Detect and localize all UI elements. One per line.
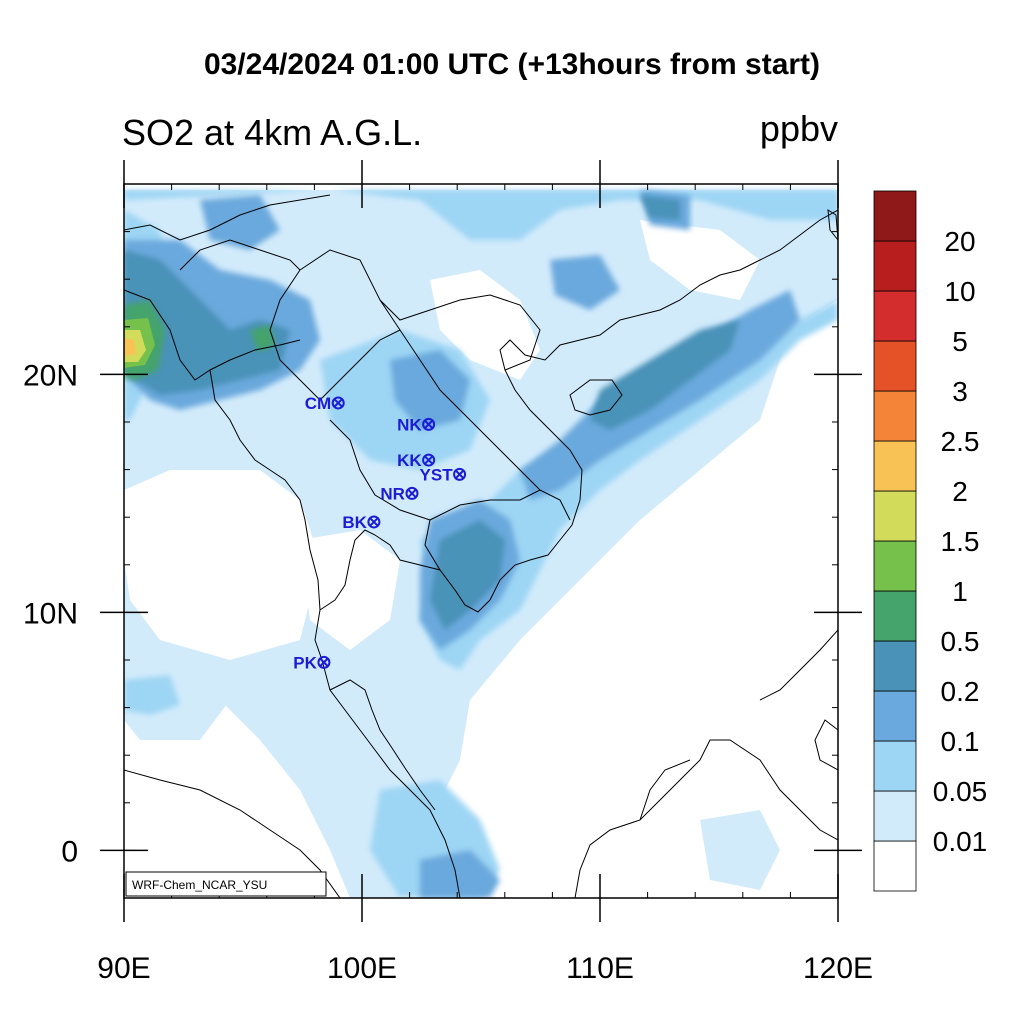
y-tick-label: 0: [61, 835, 78, 868]
colorbar-swatch: [873, 190, 917, 242]
station-marker-icon: [453, 467, 467, 481]
colorbar-label: 0.1: [941, 726, 980, 757]
colorbar-swatch: [873, 490, 917, 542]
colorbar-label: 2.5: [941, 426, 980, 457]
coastlines-and-borders: [124, 194, 838, 898]
colorbar-label: 0.2: [941, 676, 980, 707]
station-marker-icon: [405, 486, 419, 500]
station-marker-cross: [369, 517, 379, 527]
station-label: BK: [342, 513, 367, 532]
colorbar-label: 5: [952, 326, 968, 357]
colorbar-swatch: [873, 690, 917, 742]
station-nr: NR: [380, 484, 419, 503]
station-label: KK: [397, 451, 422, 470]
x-tick-label: 120E: [803, 952, 873, 985]
map-title: 03/24/2024 01:00 UTC (+13hours from star…: [203, 48, 821, 81]
station-kk: KK: [397, 451, 436, 470]
colorbar-swatch: [873, 240, 917, 292]
colorbar-label: 1: [952, 576, 968, 607]
colorbar-swatch: [873, 290, 917, 342]
colorbar-label: 2: [952, 476, 968, 507]
colorbar-swatch: [873, 740, 917, 792]
model-credit-text: WRF-Chem_NCAR_YSU: [132, 878, 267, 892]
station-marker-cross: [407, 488, 417, 499]
colorbar: 0.01 0.05 0.1 0.2 0.5 1 1.5 2 2.5 3 5 10 20: [873, 190, 988, 892]
units-label: ppbv: [759, 108, 838, 149]
so2-concentration-field: [124, 184, 838, 898]
station-marker-icon: [422, 417, 436, 431]
station-marker-icon: [422, 453, 436, 467]
station-cm: CM: [305, 394, 345, 413]
colorbar-label: 0.05: [933, 776, 988, 807]
map-frame: 90E 100E 110E 120E 0 10N 20N: [23, 160, 873, 985]
station-label: NR: [380, 484, 405, 503]
colorbar-swatch: [873, 340, 917, 392]
y-tick-label: 10N: [23, 597, 78, 630]
model-credit: WRF-Chem_NCAR_YSU: [125, 871, 327, 897]
station-marker-cross: [454, 469, 465, 480]
station-marker-cross: [319, 657, 329, 668]
colorbar-swatch: [873, 790, 917, 842]
colorbar-label: 0.5: [941, 626, 980, 657]
colorbar-label: 10: [944, 276, 975, 307]
station-marker-cross: [423, 455, 434, 465]
x-tick-label: 100E: [327, 952, 397, 985]
colorbar-label: 3: [952, 376, 968, 407]
station-yst: YST: [420, 465, 467, 484]
station-marker-cross: [333, 398, 343, 408]
x-tick-label: 110E: [566, 952, 634, 985]
station-label: PK: [293, 653, 317, 672]
colorbar-label: 0.01: [933, 826, 988, 857]
station-marker-icon: [317, 655, 331, 669]
colorbar-swatch: [873, 390, 917, 442]
colorbar-swatch: [873, 640, 917, 692]
x-tick-label: 90E: [97, 952, 150, 985]
colorbar-swatch: [873, 590, 917, 642]
colorbar-label: 1.5: [941, 526, 980, 557]
station-marker-icon: [367, 515, 381, 529]
colorbar-label: 20: [944, 226, 975, 257]
y-tick-label: 20N: [23, 359, 78, 392]
station-label: NK: [397, 415, 422, 434]
colorbar-swatch: [873, 540, 917, 592]
station-pk: PK: [293, 653, 331, 672]
colorbar-swatch: [873, 840, 917, 892]
station-marker-cross: [423, 419, 434, 430]
colorbar-swatch: [873, 440, 917, 492]
variable-label: SO2 at 4km A.G.L.: [122, 112, 423, 153]
station-bk: BK: [342, 513, 381, 532]
station-label: YST: [420, 465, 454, 484]
station-nk: NK: [397, 415, 436, 434]
station-marker-icon: [331, 396, 345, 410]
station-label: CM: [305, 394, 331, 413]
